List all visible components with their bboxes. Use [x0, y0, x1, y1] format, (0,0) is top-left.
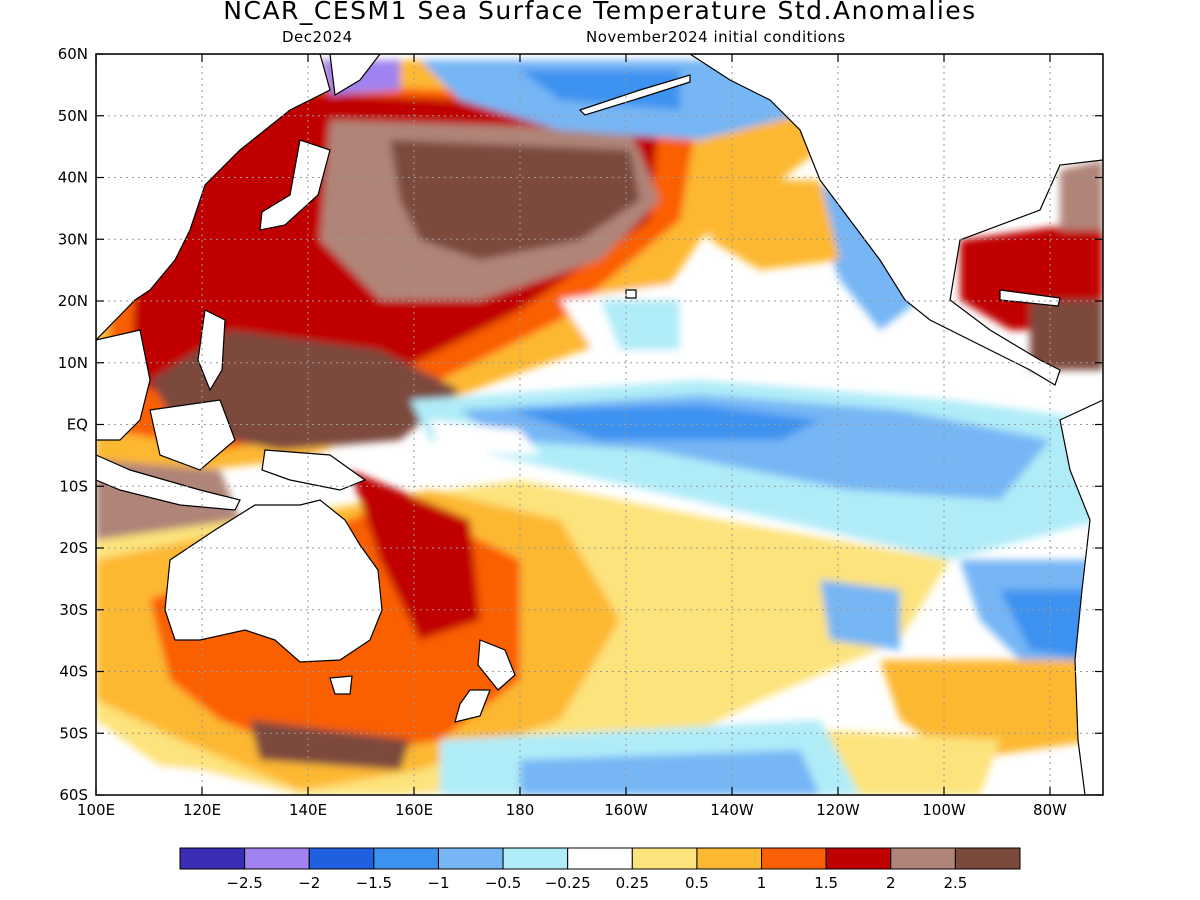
lat-tick-label: 40N	[58, 169, 88, 187]
colorbar-label: −0.5	[485, 874, 521, 892]
axis-ticks: 100E 120E 140E 160E 180 160W 140W 120W 100W 80W 60…	[58, 45, 1103, 819]
colorbar-label: 0.25	[616, 874, 649, 892]
lon-tick-label: 140E	[289, 801, 327, 819]
lon-tick-label: 100W	[922, 801, 966, 819]
colorbar-swatch	[308, 847, 375, 870]
colorbar-swatch	[502, 847, 569, 870]
map-title: NCAR_CESM1 Sea Surface Temperature Std.A…	[223, 0, 977, 25]
lon-tick-label: 100E	[77, 801, 115, 819]
lon-tick-label: 120W	[816, 801, 860, 819]
initial-conditions: November2024 initial conditions	[586, 28, 846, 46]
coastlines	[96, 54, 1103, 795]
lat-tick-label: 50N	[58, 107, 88, 125]
colorbar-label: 1.5	[814, 874, 838, 892]
lat-tick-label: 30N	[58, 230, 88, 248]
colorbar-label: 2	[886, 874, 896, 892]
lon-tick-label: 160W	[604, 801, 648, 819]
lat-tick-label: 40S	[59, 663, 88, 681]
colorbar-swatch	[761, 847, 827, 870]
colorbar-swatch	[890, 847, 956, 870]
colorbar-swatch	[825, 847, 892, 870]
colorbar-label: −2.5	[226, 874, 262, 892]
lon-tick-label: 140W	[710, 801, 754, 819]
colorbar-label: −2	[298, 874, 320, 892]
lon-tick-label: 80W	[1033, 801, 1067, 819]
lat-tick-label: 10N	[58, 354, 88, 372]
colorbar-label: 2.5	[943, 874, 967, 892]
lat-tick-label: EQ	[67, 416, 88, 434]
lat-tick-label: 60N	[58, 45, 88, 63]
colorbar-swatch	[373, 847, 439, 870]
colorbar-label: −0.25	[545, 874, 591, 892]
lon-tick-label: 120E	[183, 801, 221, 819]
forecast-month: Dec2024	[282, 28, 353, 46]
lon-tick-label: 180	[506, 801, 535, 819]
colorbar-swatch	[567, 847, 633, 870]
colorbar-label: 1	[757, 874, 767, 892]
lat-tick-label: 30S	[59, 601, 88, 619]
lat-tick-label: 60S	[59, 786, 88, 804]
colorbar-swatch	[437, 847, 504, 870]
colorbar-label: −1	[427, 874, 449, 892]
lon-tick-label: 160E	[395, 801, 433, 819]
colorbar-swatch	[179, 847, 246, 870]
colorbar-label: 0.5	[685, 874, 709, 892]
colorbar-swatch	[244, 847, 310, 870]
lat-tick-label: 10S	[59, 477, 88, 495]
colorbar-label: −1.5	[356, 874, 392, 892]
lat-tick-label: 20N	[58, 292, 88, 310]
lat-tick-label: 20S	[59, 539, 88, 557]
anomaly-field	[96, 54, 1103, 795]
lat-tick-label: 50S	[59, 724, 88, 742]
colorbar-swatch	[631, 847, 698, 870]
colorbar-swatch	[954, 847, 1021, 870]
colorbar-swatch	[696, 847, 763, 870]
colorbar: −2.5 −2 −1.5 −1 −0.5 −0.25 0.25 0.5 1 1.5 2 2.5	[179, 847, 1021, 892]
